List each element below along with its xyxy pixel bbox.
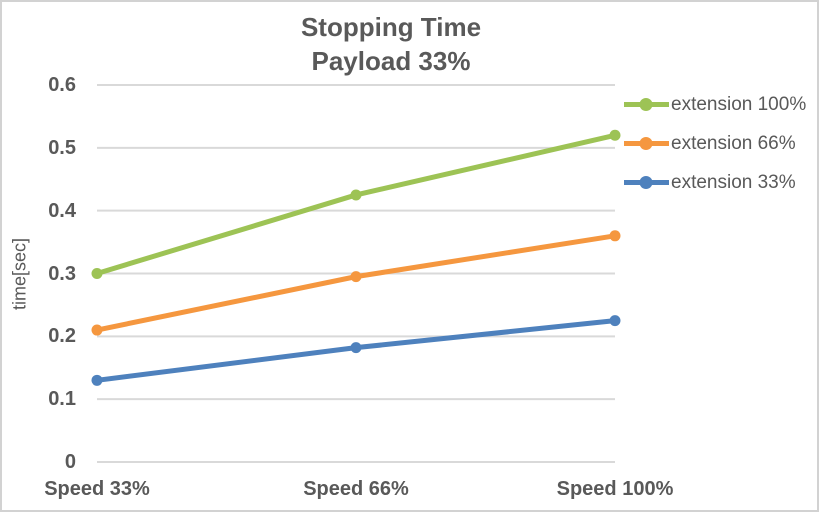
data-point-extension-66- <box>91 324 103 336</box>
legend-series-marker-icon <box>624 98 669 111</box>
legend: extension 100% extension 66% extension 33% <box>623 85 806 202</box>
x-category-label: Speed 66% <box>303 478 409 500</box>
data-point-extension-33- <box>350 342 362 354</box>
data-point-extension-33- <box>609 315 621 327</box>
legend-series-marker-icon <box>624 176 669 189</box>
chart-title-line1: Stopping Time <box>300 12 482 42</box>
data-point-extension-66- <box>350 271 362 283</box>
legend-item: extension 33% <box>623 163 806 202</box>
y-tick-label: 0.2 <box>48 325 76 348</box>
y-tick-label: 0.5 <box>48 136 76 159</box>
y-tick-label: 0.3 <box>48 262 76 285</box>
legend-item-label: extension 33% <box>671 171 796 193</box>
data-point-extension-66- <box>609 230 621 242</box>
legend-item: extension 100% <box>623 85 806 124</box>
legend-item: extension 66% <box>623 124 806 163</box>
legend-item-label: extension 100% <box>671 93 807 115</box>
data-point-extension-100- <box>350 189 362 201</box>
legend-item-label: extension 66% <box>671 132 796 154</box>
chart-title: Stopping Time Payload 33% <box>2 10 780 78</box>
x-category-label: Speed 100% <box>556 478 674 500</box>
y-tick-label: 0 <box>64 451 76 473</box>
data-point-extension-100- <box>609 129 621 141</box>
data-point-extension-100- <box>91 268 103 279</box>
data-point-extension-33- <box>91 374 103 386</box>
y-tick-label: 0.4 <box>48 199 76 222</box>
x-category-label: Speed 33% <box>44 478 150 500</box>
chart-title-line2: Payload 33% <box>311 46 471 76</box>
legend-series-marker-icon <box>624 137 669 150</box>
y-tick-label: 0.1 <box>48 388 76 411</box>
series-line-extension-100- <box>96 132 616 276</box>
y-tick-label: 0.6 <box>48 74 76 96</box>
